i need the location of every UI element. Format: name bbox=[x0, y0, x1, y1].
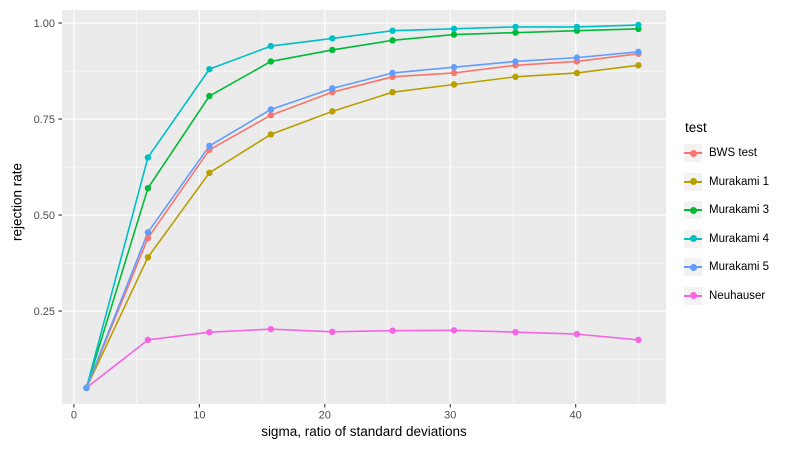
data-point-murakami-1 bbox=[267, 131, 275, 138]
legend-label: Murakami 5 bbox=[709, 261, 770, 273]
legend-item-murakami-3: Murakami 3 bbox=[684, 201, 769, 219]
data-point-murakami-4 bbox=[573, 23, 581, 31]
x-axis-title: sigma, ratio of standard deviations bbox=[261, 424, 467, 439]
series-line-murakami-4 bbox=[85, 24, 640, 389]
data-point-bws-test bbox=[144, 234, 152, 242]
x-tick-label: 0 bbox=[71, 410, 77, 422]
data-point-murakami-1 bbox=[206, 169, 213, 177]
y-tick-label: 1.00 bbox=[34, 18, 55, 30]
data-point-murakami-5 bbox=[389, 69, 396, 77]
data-point-murakami-4 bbox=[635, 21, 642, 29]
y-axis-title: rejection rate bbox=[9, 162, 25, 242]
legend-key-icon bbox=[684, 144, 702, 162]
data-point-neuhauser bbox=[573, 330, 581, 338]
legend-item-murakami-1: Murakami 1 bbox=[684, 172, 770, 191]
data-point-murakami-5 bbox=[512, 58, 519, 65]
series-line-neuhauser bbox=[85, 328, 640, 389]
data-point-murakami-4 bbox=[144, 154, 152, 161]
data-point-murakami-4 bbox=[206, 65, 213, 73]
data-point-murakami-4 bbox=[450, 25, 458, 33]
legend-key-icon bbox=[684, 172, 702, 191]
legend-label: BWS test bbox=[709, 147, 757, 159]
legend-title: test bbox=[685, 120, 707, 135]
data-point-murakami-3 bbox=[512, 29, 519, 36]
data-point-neuhauser bbox=[389, 327, 396, 334]
data-point-murakami-5 bbox=[329, 85, 336, 92]
data-point-bws-test bbox=[267, 112, 275, 119]
y-tick-label: 0.50 bbox=[34, 210, 55, 222]
legend-item-neuhauser: Neuhauser bbox=[684, 286, 769, 305]
legend-label: Murakami 1 bbox=[709, 175, 770, 188]
x-tick-label: 30 bbox=[444, 410, 456, 422]
data-point-neuhauser bbox=[267, 325, 275, 333]
data-point-murakami-1 bbox=[389, 88, 396, 96]
y-tick-label: 0.25 bbox=[34, 306, 55, 318]
series-line-murakami-5 bbox=[85, 51, 640, 389]
legend-key-icon bbox=[684, 286, 702, 305]
data-point-murakami-5 bbox=[267, 106, 275, 113]
data-point-neuhauser bbox=[144, 336, 152, 344]
data-point-murakami-5 bbox=[635, 48, 642, 56]
data-point-murakami-5 bbox=[144, 229, 152, 236]
data-point-murakami-3 bbox=[329, 46, 336, 54]
data-point-murakami-4 bbox=[329, 35, 336, 42]
legend-item-murakami-4: Murakami 4 bbox=[684, 229, 770, 248]
series-line-bws-test bbox=[85, 52, 640, 389]
data-point-murakami-5 bbox=[450, 64, 458, 71]
x-tick-label: 40 bbox=[570, 410, 582, 422]
data-point-murakami-3 bbox=[206, 92, 213, 100]
data-point-neuhauser bbox=[206, 328, 213, 336]
data-point-murakami-4 bbox=[512, 23, 519, 31]
data-point-murakami-1 bbox=[635, 62, 642, 69]
data-point-murakami-1 bbox=[573, 69, 581, 77]
data-point-bws-test bbox=[450, 69, 458, 77]
legend-item-murakami-5: Murakami 5 bbox=[684, 258, 769, 276]
x-tick-label: 20 bbox=[319, 410, 331, 422]
legend-label: Murakami 3 bbox=[709, 204, 770, 216]
data-point-murakami-1 bbox=[144, 254, 152, 261]
legend-key-icon bbox=[684, 258, 702, 276]
data-point-murakami-3 bbox=[267, 58, 275, 65]
legend: test BWS test Murakami 1 Murakami 3 Mura… bbox=[684, 120, 769, 315]
data-point-murakami-5 bbox=[206, 142, 213, 150]
y-tick-label: 0.75 bbox=[34, 114, 55, 126]
data-point-murakami-3 bbox=[389, 37, 396, 44]
legend-item-bws-test: BWS test bbox=[684, 144, 769, 162]
data-point-neuhauser bbox=[635, 336, 642, 344]
data-point-neuhauser bbox=[450, 327, 458, 334]
data-point-murakami-4 bbox=[389, 27, 396, 34]
legend-label: Murakami 4 bbox=[709, 232, 770, 245]
data-point-murakami-5 bbox=[573, 54, 581, 61]
data-point-murakami-1 bbox=[512, 73, 519, 81]
x-tick-label: 10 bbox=[193, 410, 205, 422]
data-point-murakami-1 bbox=[329, 108, 336, 115]
legend-label: Neuhauser bbox=[709, 289, 766, 302]
series-line-murakami-1 bbox=[85, 64, 640, 389]
data-point-murakami-1 bbox=[450, 81, 458, 88]
data-point-neuhauser bbox=[329, 328, 336, 336]
data-point-murakami-3 bbox=[450, 31, 458, 38]
data-point-murakami-3 bbox=[144, 184, 152, 192]
data-point-murakami-4 bbox=[267, 42, 275, 50]
legend-key-icon bbox=[684, 229, 702, 248]
data-point-murakami-5 bbox=[83, 384, 90, 392]
data-point-neuhauser bbox=[512, 328, 519, 336]
series-line-murakami-3 bbox=[85, 28, 640, 389]
legend-key-icon bbox=[684, 201, 702, 219]
